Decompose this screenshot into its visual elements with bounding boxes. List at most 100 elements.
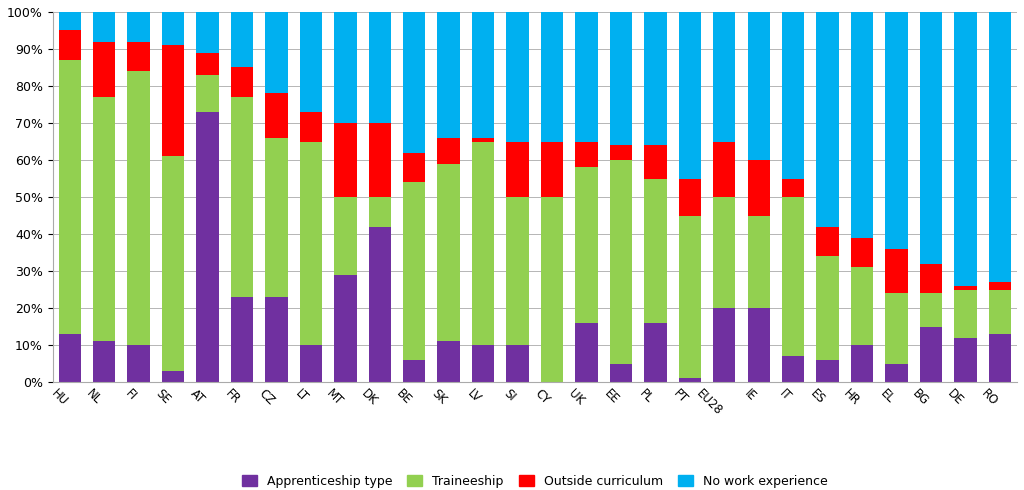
Bar	[437, 138, 460, 164]
Bar	[644, 12, 667, 145]
Bar	[644, 178, 667, 323]
Bar	[265, 94, 288, 138]
Bar	[93, 42, 116, 97]
Bar	[369, 123, 391, 197]
Bar	[541, 197, 563, 382]
Bar	[197, 12, 219, 52]
Bar	[886, 294, 907, 364]
Bar	[782, 356, 804, 382]
Bar	[920, 264, 942, 294]
Bar	[782, 197, 804, 356]
Bar	[197, 75, 219, 112]
Bar	[403, 360, 425, 382]
Bar	[816, 360, 839, 382]
Bar	[369, 12, 391, 123]
Bar	[851, 238, 873, 268]
Bar	[920, 327, 942, 382]
Bar	[230, 297, 253, 382]
Bar	[988, 282, 1011, 290]
Bar	[265, 138, 288, 297]
Bar	[230, 12, 253, 68]
Bar	[988, 334, 1011, 382]
Bar	[575, 323, 598, 382]
Bar	[507, 142, 528, 197]
Bar	[230, 97, 253, 297]
Bar	[713, 308, 735, 382]
Bar	[575, 142, 598, 168]
Bar	[748, 12, 770, 160]
Bar	[816, 227, 839, 256]
Bar	[162, 45, 184, 156]
Bar	[954, 338, 977, 382]
Bar	[954, 286, 977, 290]
Bar	[575, 168, 598, 323]
Bar	[472, 12, 495, 138]
Bar	[127, 345, 150, 382]
Bar	[58, 334, 81, 382]
Bar	[954, 290, 977, 338]
Bar	[851, 345, 873, 382]
Bar	[886, 12, 907, 249]
Bar	[816, 12, 839, 227]
Bar	[300, 112, 323, 142]
Bar	[93, 12, 116, 42]
Bar	[713, 197, 735, 308]
Bar	[851, 12, 873, 238]
Bar	[403, 153, 425, 182]
Bar	[782, 12, 804, 178]
Bar	[713, 142, 735, 197]
Bar	[93, 342, 116, 382]
Bar	[58, 60, 81, 334]
Bar	[472, 142, 495, 345]
Bar	[507, 197, 528, 345]
Bar	[713, 12, 735, 142]
Bar	[162, 371, 184, 382]
Bar	[644, 145, 667, 178]
Bar	[162, 156, 184, 371]
Legend: Apprenticeship type, Traineeship, Outside curriculum, No work experience: Apprenticeship type, Traineeship, Outsid…	[237, 470, 833, 490]
Bar	[472, 138, 495, 142]
Bar	[369, 227, 391, 382]
Bar	[920, 294, 942, 327]
Bar	[679, 378, 701, 382]
Bar	[403, 12, 425, 153]
Bar	[541, 142, 563, 197]
Bar	[816, 256, 839, 360]
Bar	[334, 275, 356, 382]
Bar	[609, 160, 632, 364]
Bar	[748, 216, 770, 308]
Bar	[403, 182, 425, 360]
Bar	[609, 12, 632, 145]
Bar	[197, 52, 219, 75]
Bar	[679, 12, 701, 178]
Bar	[265, 12, 288, 94]
Bar	[541, 12, 563, 142]
Bar	[748, 160, 770, 216]
Bar	[127, 71, 150, 345]
Bar	[127, 42, 150, 71]
Bar	[609, 145, 632, 160]
Bar	[851, 268, 873, 345]
Bar	[127, 12, 150, 42]
Bar	[58, 12, 81, 30]
Bar	[334, 12, 356, 123]
Bar	[988, 290, 1011, 334]
Bar	[954, 12, 977, 286]
Bar	[265, 297, 288, 382]
Bar	[334, 123, 356, 197]
Bar	[300, 142, 323, 345]
Bar	[782, 178, 804, 197]
Bar	[58, 30, 81, 60]
Bar	[334, 197, 356, 275]
Bar	[230, 68, 253, 97]
Bar	[886, 364, 907, 382]
Bar	[437, 12, 460, 138]
Bar	[369, 197, 391, 227]
Bar	[886, 249, 907, 294]
Bar	[437, 342, 460, 382]
Bar	[437, 164, 460, 342]
Bar	[197, 112, 219, 382]
Bar	[609, 364, 632, 382]
Bar	[93, 97, 116, 342]
Bar	[988, 12, 1011, 282]
